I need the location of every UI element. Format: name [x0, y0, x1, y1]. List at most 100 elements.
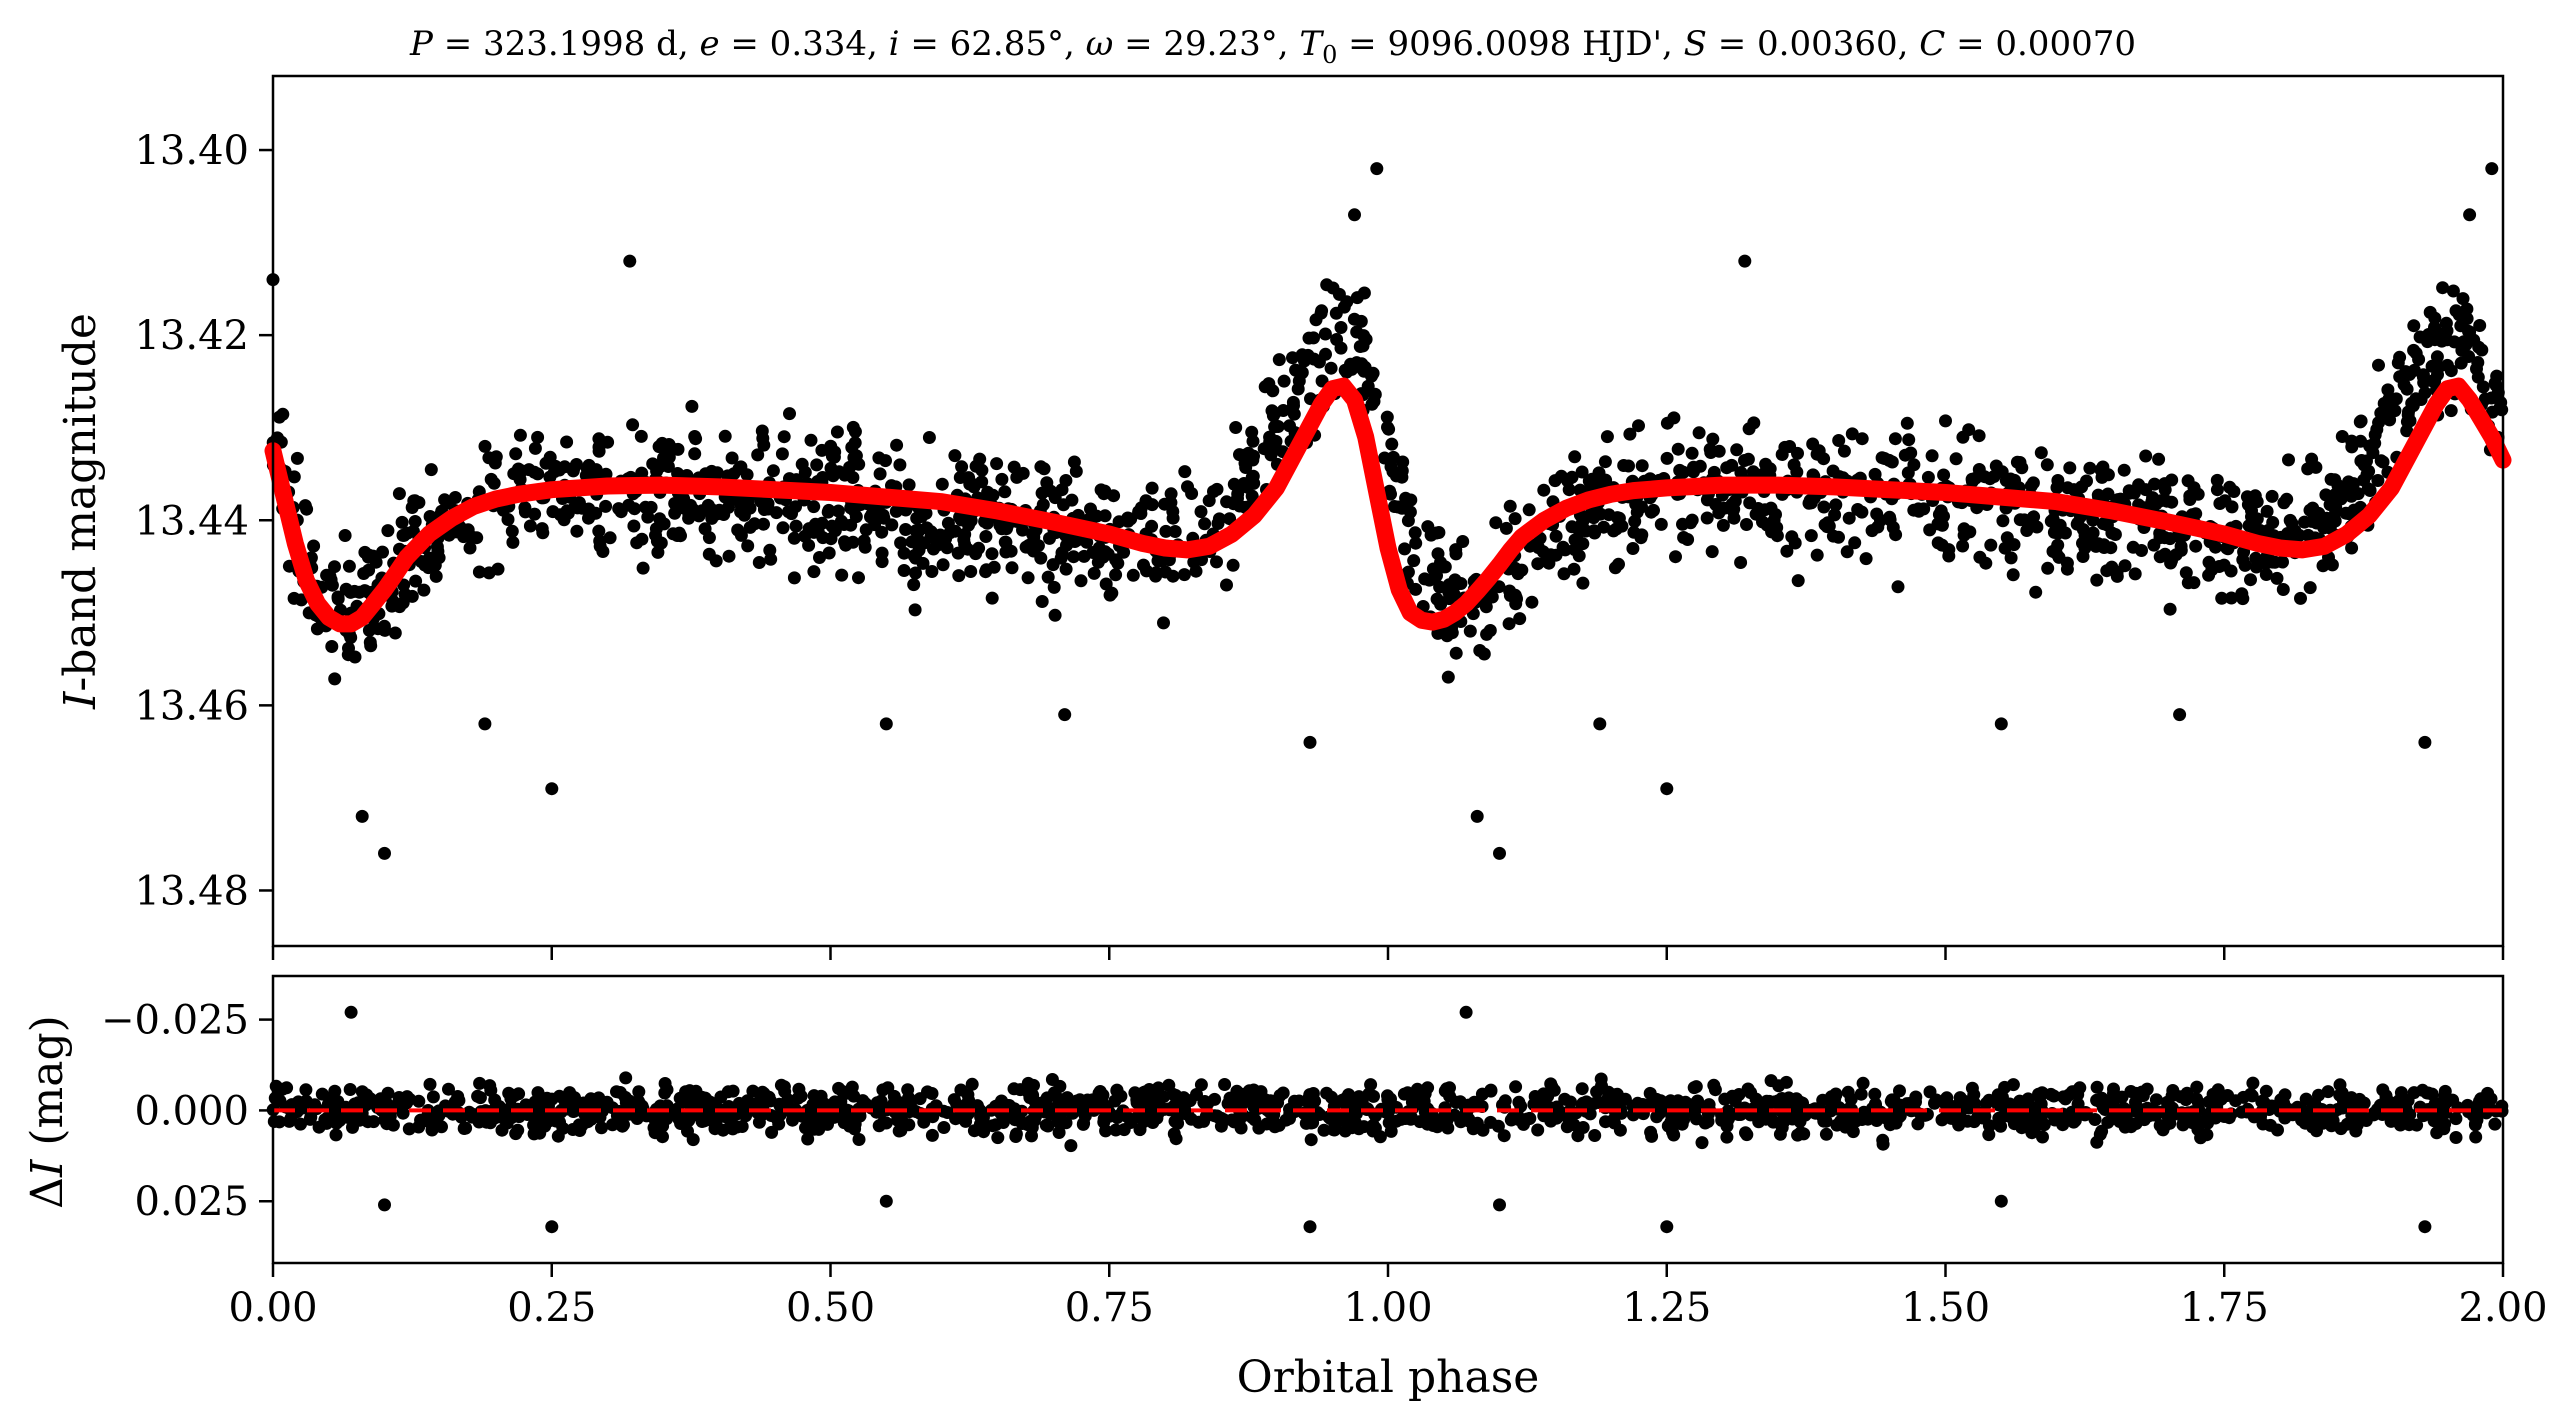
residual-point — [925, 1087, 939, 1100]
residual-point — [1366, 1118, 1380, 1132]
observation-point — [1229, 421, 1243, 434]
observation-point — [873, 467, 887, 481]
observation-point — [2034, 446, 2048, 460]
residual-point — [714, 1090, 728, 1104]
residual-point — [976, 1111, 990, 1125]
observation-point — [1483, 624, 1497, 637]
residual-point — [1575, 1082, 1589, 1096]
residual-point — [1021, 1076, 1035, 1090]
observation-point — [1549, 529, 1563, 543]
observation-point — [1612, 557, 1625, 571]
residual-point — [2177, 1114, 2191, 1128]
observation-point — [787, 571, 801, 585]
observation-point — [2309, 460, 2323, 474]
observation-point — [777, 430, 791, 444]
observation-point — [835, 568, 849, 582]
residual-point — [2024, 1109, 2038, 1123]
residual-point — [280, 1081, 294, 1095]
observation-point — [2476, 380, 2490, 394]
observation-point — [1623, 427, 1637, 441]
observation-point — [1258, 380, 1272, 394]
observation-point — [359, 584, 372, 598]
residual-point — [1553, 1105, 1567, 1119]
residual-point — [703, 1103, 717, 1117]
residual-point — [2402, 1118, 2416, 1132]
residual-point — [887, 1097, 901, 1110]
observation-point — [300, 502, 314, 516]
observation-point — [320, 568, 334, 582]
observation-point — [1354, 314, 1368, 328]
observation-point — [1845, 427, 1859, 441]
observation-point — [1956, 539, 1970, 553]
residual-point — [2477, 1101, 2491, 1115]
residual-point — [650, 1125, 664, 1139]
observation-point — [1972, 429, 1986, 443]
residual-point — [269, 1079, 283, 1093]
observation-point — [1409, 536, 1423, 550]
observation-point — [1091, 555, 1105, 569]
observation-point — [741, 539, 755, 553]
residual-point — [432, 1104, 446, 1118]
observation-point — [1074, 574, 1088, 588]
observation-point — [409, 574, 423, 588]
observation-point — [592, 444, 606, 458]
observation-point — [2473, 319, 2487, 332]
residual-point — [1124, 1116, 1138, 1129]
observation-point — [766, 464, 780, 478]
observation-point — [2436, 281, 2450, 295]
residual-point — [792, 1082, 806, 1096]
observation-point — [1994, 717, 2008, 731]
residual-point — [1234, 1121, 1248, 1135]
observation-point — [472, 565, 486, 579]
residual-point — [1893, 1084, 1906, 1098]
observation-point — [832, 465, 846, 479]
residual-point — [1299, 1116, 1313, 1130]
observation-point — [1005, 561, 1019, 575]
residual-point — [473, 1076, 487, 1090]
residual-point — [442, 1082, 455, 1096]
observation-point — [1734, 556, 1748, 569]
observation-point — [1065, 534, 1079, 548]
residual-point — [1302, 1091, 1316, 1104]
observation-point — [400, 526, 414, 540]
observation-point — [649, 522, 663, 536]
observation-point — [1442, 592, 1456, 606]
residual-point — [796, 1109, 810, 1123]
observation-point — [513, 428, 527, 442]
observation-point — [1931, 536, 1945, 550]
observation-point — [2370, 423, 2384, 436]
observation-point — [2241, 498, 2255, 512]
observation-point — [2259, 568, 2273, 581]
observation-point — [889, 504, 903, 518]
residual-point — [1208, 1092, 1222, 1106]
observation-point — [2276, 583, 2290, 596]
observation-point — [1738, 454, 1751, 467]
residual-point — [566, 1097, 580, 1111]
observation-point — [2428, 323, 2442, 337]
residual-point — [925, 1128, 939, 1142]
observation-point — [751, 448, 765, 462]
residual-point — [527, 1127, 541, 1141]
observation-point — [1921, 470, 1935, 484]
observation-point — [1549, 548, 1563, 562]
residual-point — [315, 1087, 329, 1101]
observation-point — [734, 460, 748, 474]
observation-point — [1654, 517, 1668, 531]
observation-point — [1900, 416, 1914, 430]
observation-point — [1615, 519, 1629, 533]
observation-point — [1044, 484, 1058, 498]
observation-point — [366, 549, 380, 563]
observation-point — [1202, 494, 1216, 508]
residual-point — [1064, 1139, 1078, 1153]
residual-point — [2277, 1096, 2291, 1110]
observation-point — [342, 559, 356, 573]
observation-point — [2139, 449, 2153, 463]
observation-point — [1067, 455, 1081, 469]
residual-point — [2427, 1114, 2441, 1128]
residual-point — [272, 1115, 286, 1129]
observation-point — [823, 442, 837, 455]
residual-point — [2437, 1122, 2451, 1136]
observation-point — [478, 439, 492, 453]
observation-point — [2306, 501, 2320, 515]
residual-point — [1497, 1129, 1511, 1143]
